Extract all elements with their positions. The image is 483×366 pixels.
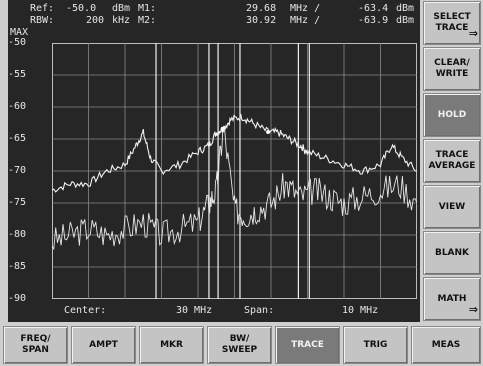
softkey-blank-label: BLANK bbox=[434, 247, 470, 258]
ref-label: Ref: bbox=[30, 3, 55, 14]
y-tick-label: -80 bbox=[8, 229, 27, 240]
softkey-clear-write[interactable]: CLEAR/ WRITE bbox=[423, 47, 481, 91]
m1-frequency-unit: MHz / bbox=[290, 3, 321, 14]
softkey-math[interactable]: MATH ⇒ bbox=[423, 277, 481, 321]
ref-unit: dBm bbox=[112, 3, 131, 14]
menu-trig[interactable]: TRIG bbox=[343, 326, 408, 364]
spectrum-display: Ref: -50.0 dBm M1: 29.68 MHz / -63.4 dBm… bbox=[8, 0, 420, 322]
m1-level: -63.4 bbox=[358, 3, 389, 14]
ref-value: -50.0 bbox=[66, 3, 97, 14]
softkey-trace-average-label: TRACE AVERAGE bbox=[428, 150, 476, 171]
m1-label: M1: bbox=[138, 3, 157, 14]
m1-level-unit: dBm bbox=[396, 3, 415, 14]
m1-frequency: 29.68 bbox=[246, 3, 277, 14]
span-label: Span: bbox=[244, 305, 275, 316]
softkey-view[interactable]: VIEW bbox=[423, 185, 481, 229]
menu-freq-span-label: FREQ/ SPAN bbox=[20, 334, 51, 355]
max-label: MAX bbox=[10, 27, 29, 38]
submenu-arrow-icon: ⇒ bbox=[468, 303, 478, 316]
menu-trace[interactable]: TRACE bbox=[275, 326, 340, 364]
m2-frequency-unit: MHz / bbox=[290, 15, 321, 26]
span-value: 10 MHz bbox=[342, 305, 379, 316]
softkey-select-trace-label: SELECT TRACE bbox=[433, 12, 471, 33]
softkey-view-label: VIEW bbox=[438, 201, 466, 212]
menu-trace-label: TRACE bbox=[291, 339, 324, 350]
center-label: Center: bbox=[64, 305, 107, 316]
softkey-trace-average[interactable]: TRACE AVERAGE bbox=[423, 139, 481, 183]
marker-m1 bbox=[220, 126, 225, 131]
y-tick-label: -65 bbox=[8, 133, 27, 144]
y-tick-label: -90 bbox=[8, 293, 27, 304]
menu-mkr[interactable]: MKR bbox=[139, 326, 204, 364]
y-tick-label: -70 bbox=[8, 165, 27, 176]
m2-level-unit: dBm bbox=[396, 15, 415, 26]
trace-max-hold bbox=[52, 113, 417, 193]
softkey-clear-write-label: CLEAR/ WRITE bbox=[434, 58, 470, 79]
trace-live bbox=[52, 125, 417, 251]
softkey-hold-label: HOLD bbox=[437, 109, 467, 120]
menu-bw-sweep[interactable]: BW/ SWEEP bbox=[207, 326, 272, 364]
y-tick-label: -85 bbox=[8, 261, 27, 272]
menu-trig-label: TRIG bbox=[363, 339, 388, 350]
y-tick-label: -60 bbox=[8, 101, 27, 112]
softkey-hold[interactable]: HOLD bbox=[423, 93, 481, 137]
spectrum-plot bbox=[52, 43, 417, 299]
rbw-label: RBW: bbox=[30, 15, 55, 26]
menu-mkr-label: MKR bbox=[160, 339, 183, 350]
menu-bw-sweep-label: BW/ SWEEP bbox=[221, 334, 258, 355]
softkey-select-trace[interactable]: SELECT TRACE ⇒ bbox=[423, 1, 481, 45]
menu-meas-label: MEAS bbox=[431, 339, 461, 350]
center-value: 30 MHz bbox=[176, 305, 213, 316]
marker-m2 bbox=[266, 129, 271, 134]
menu-freq-span[interactable]: FREQ/ SPAN bbox=[3, 326, 68, 364]
menu-meas[interactable]: MEAS bbox=[411, 326, 481, 364]
softkey-math-label: MATH bbox=[437, 293, 467, 304]
m2-frequency: 30.92 bbox=[246, 15, 277, 26]
y-tick-label: -50 bbox=[8, 37, 27, 48]
y-tick-label: -55 bbox=[8, 69, 27, 80]
softkey-blank[interactable]: BLANK bbox=[423, 231, 481, 275]
menu-ampt[interactable]: AMPT bbox=[71, 326, 136, 364]
y-tick-label: -75 bbox=[8, 197, 27, 208]
menu-ampt-label: AMPT bbox=[89, 339, 118, 350]
rbw-unit: kHz bbox=[112, 15, 131, 26]
submenu-arrow-icon: ⇒ bbox=[468, 27, 478, 40]
rbw-value: 200 bbox=[86, 15, 105, 26]
m2-level: -63.9 bbox=[358, 15, 389, 26]
m2-label: M2: bbox=[138, 15, 157, 26]
